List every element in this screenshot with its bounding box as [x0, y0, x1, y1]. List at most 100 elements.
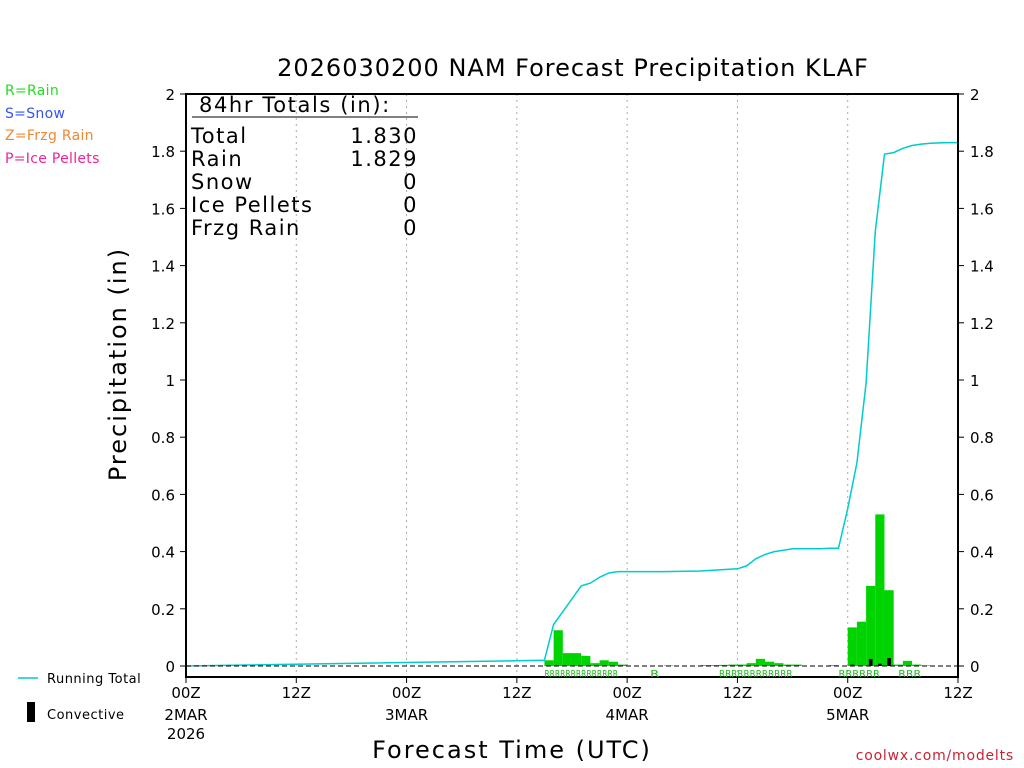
totals-row-value: 1.829 — [350, 147, 418, 171]
legend-rain: R=Rain — [5, 83, 60, 99]
y-tick-label-left: 1 — [165, 372, 175, 390]
rain-bar — [755, 658, 765, 666]
y-tick-label-right: 1.2 — [970, 315, 994, 333]
running-total-legend: Running Total — [18, 672, 141, 687]
x-tick-label: 12Z — [502, 684, 531, 702]
convective-bar — [868, 658, 873, 666]
convective-bar — [887, 657, 891, 666]
rain-bar — [902, 660, 913, 666]
ptype-code: R — [650, 669, 659, 680]
legend-snow: S=Snow — [5, 105, 66, 122]
rain-bar — [572, 653, 582, 666]
running-total-label: Running Total — [47, 672, 141, 687]
y-tick-label-left: 1.8 — [151, 143, 175, 161]
precip-bars — [544, 514, 931, 666]
rain-bar — [617, 664, 628, 666]
totals-box: 84hr Totals (in): Total 1.830 Rain 1.829 Sno… — [190, 93, 418, 240]
rain-bar — [737, 664, 747, 666]
precip-type-legend: R=Rain S=Snow Z=Frzg Rain P=Ice Pellets — [5, 80, 100, 170]
y-tick-label-left: 1.2 — [151, 315, 175, 333]
y-tick-label-right: 2 — [970, 86, 980, 104]
y-axis: 0 00.2 0.20.4 0.40.6 0.60.8 0.81 11.2 1.21.4 1.4… — [151, 86, 994, 676]
rain-bar — [700, 665, 710, 666]
rain-bar — [746, 663, 756, 666]
y-tick-label-right: 0 — [970, 658, 980, 676]
convective-bar — [878, 663, 882, 666]
running-total-line — [185, 141, 958, 667]
x-tick-label: 12Z — [282, 684, 311, 702]
x-tick-label: 00Z — [612, 684, 641, 702]
y-tick-label-right: 0.2 — [970, 601, 994, 619]
rain-bar — [829, 665, 839, 666]
rain-bar — [608, 661, 618, 666]
convective-label: Convective — [47, 708, 125, 723]
totals-row-label: Snow — [191, 170, 254, 194]
convective-bar — [850, 664, 855, 666]
x-tick-label: 00Z — [833, 684, 862, 702]
y-tick-label-left: 1.4 — [151, 258, 175, 276]
y-tick-label-left: 0.4 — [151, 544, 175, 562]
y-tick-label-right: 1.6 — [970, 200, 994, 218]
y-tick-label-left: 2 — [165, 86, 175, 104]
rain-bar — [792, 664, 802, 666]
rain-bar — [893, 664, 903, 666]
y-tick-label-right: 0.8 — [970, 429, 994, 447]
watermark: coolwx.com/modelts — [855, 748, 1014, 764]
convective-legend: Convective — [27, 702, 125, 723]
rain-bar — [765, 661, 775, 666]
rain-bar — [774, 663, 784, 666]
rain-bar — [581, 655, 591, 666]
totals-heading: 84hr Totals (in): — [199, 93, 391, 117]
totals-row-value: 0 — [403, 193, 418, 217]
rain-bar — [912, 664, 922, 666]
x-tick-date: 3MAR — [385, 706, 428, 724]
x-tick-date: 5MAR — [826, 706, 869, 724]
x-tick-label: 12Z — [943, 684, 972, 702]
y-tick-label-right: 0.4 — [970, 544, 994, 562]
x-tick-date: 2MAR — [164, 706, 207, 724]
y-tick-label-right: 1.4 — [970, 258, 994, 276]
rain-bar — [847, 627, 857, 666]
x-tick-label: 00Z — [392, 684, 421, 702]
totals-row-value: 0 — [403, 216, 418, 240]
plot-frame — [185, 93, 959, 678]
rain-bar — [866, 585, 876, 666]
rain-bar — [553, 630, 563, 666]
y-tick-label-right: 1 — [970, 372, 980, 390]
convective-bars — [850, 657, 891, 666]
legend-ice-pellets: P=Ice Pellets — [5, 150, 100, 167]
rain-bar — [544, 660, 554, 666]
y-tick-label-left: 0.6 — [151, 486, 175, 504]
vertical-gridlines — [295, 94, 849, 677]
rain-bar — [719, 664, 729, 666]
rain-bar — [562, 653, 572, 666]
y-tick-label-left: 0.2 — [151, 601, 175, 619]
x-tick-label: 12Z — [723, 684, 752, 702]
y-tick-label-left: 0 — [165, 658, 175, 676]
rain-bar — [884, 590, 894, 666]
x-tick-label: 00Z — [171, 684, 200, 702]
y-axis-label: Precipitation (in) — [104, 247, 132, 481]
y-tick-label-right: 0.6 — [970, 486, 994, 504]
rain-bar — [599, 660, 609, 666]
totals-row-value: 0 — [403, 170, 418, 194]
rain-bar — [728, 664, 738, 666]
x-tick-year: 2026 — [167, 725, 205, 743]
precip-type-strip: RRRRRRRRRRRRRR R RRRRRRRRRRRR RRRRRR RRR — [544, 669, 921, 680]
ptype-code: RRR — [898, 669, 921, 680]
convective-swatch — [27, 702, 35, 722]
totals-row-value: 1.830 — [350, 124, 418, 148]
rain-bar — [875, 514, 885, 666]
ptype-code: RRRRRR — [839, 669, 880, 680]
x-axis-label: Forecast Time (UTC) — [372, 736, 652, 764]
chart-title: 2026030200 NAM Forecast Precipitation KL… — [277, 54, 869, 82]
y-tick-label-left: 1.6 — [151, 200, 175, 218]
totals-row-label: Frzg Rain — [191, 216, 301, 240]
y-tick-label-right: 1.8 — [970, 143, 994, 161]
y-tick-label-left: 0.8 — [151, 429, 175, 447]
totals-row-label: Rain — [191, 147, 243, 171]
rain-bar — [783, 664, 793, 666]
totals-row-label: Ice Pellets — [191, 193, 313, 217]
